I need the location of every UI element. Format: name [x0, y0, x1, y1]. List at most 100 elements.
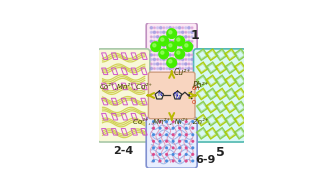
Circle shape — [159, 67, 162, 70]
Circle shape — [175, 54, 178, 56]
Circle shape — [191, 40, 193, 42]
Circle shape — [177, 51, 180, 54]
Text: Co²⁺, Mn²⁺, Ni²⁺, Zn²⁺,: Co²⁺, Mn²⁺, Ni²⁺, Zn²⁺, — [133, 118, 211, 125]
Circle shape — [163, 58, 165, 61]
Circle shape — [179, 153, 181, 155]
Circle shape — [176, 45, 177, 47]
Text: N: N — [157, 92, 162, 97]
Circle shape — [185, 134, 187, 136]
Circle shape — [151, 42, 160, 51]
Circle shape — [169, 60, 172, 63]
Circle shape — [153, 45, 156, 47]
Circle shape — [166, 67, 168, 70]
Circle shape — [175, 63, 178, 65]
Circle shape — [185, 31, 187, 33]
Circle shape — [163, 40, 165, 42]
Circle shape — [169, 31, 172, 34]
Circle shape — [175, 36, 178, 38]
Circle shape — [185, 40, 187, 42]
Circle shape — [159, 134, 161, 136]
Circle shape — [167, 42, 177, 51]
Circle shape — [182, 27, 184, 29]
Circle shape — [191, 63, 193, 65]
Circle shape — [185, 153, 187, 155]
Circle shape — [192, 134, 194, 136]
Circle shape — [172, 63, 174, 65]
Text: Co²⁺,Mn²⁺,Cd²⁺: Co²⁺,Mn²⁺,Cd²⁺ — [99, 83, 152, 90]
Circle shape — [163, 54, 165, 56]
Text: 6-9: 6-9 — [195, 155, 215, 165]
Circle shape — [188, 45, 190, 47]
Circle shape — [188, 67, 190, 70]
Circle shape — [153, 44, 156, 47]
Circle shape — [159, 153, 161, 155]
Circle shape — [172, 121, 174, 122]
Circle shape — [157, 31, 158, 33]
Circle shape — [176, 59, 177, 60]
Circle shape — [173, 27, 174, 29]
Circle shape — [172, 147, 174, 149]
Circle shape — [169, 50, 171, 51]
Circle shape — [166, 54, 168, 56]
Circle shape — [153, 49, 155, 51]
Circle shape — [153, 68, 155, 69]
Circle shape — [166, 63, 168, 65]
Circle shape — [153, 36, 155, 38]
Text: N: N — [176, 95, 180, 100]
Circle shape — [185, 36, 187, 38]
Circle shape — [179, 50, 180, 51]
Circle shape — [163, 49, 165, 51]
Circle shape — [172, 153, 174, 155]
Circle shape — [172, 127, 174, 129]
Circle shape — [192, 140, 194, 142]
Circle shape — [173, 40, 174, 42]
Circle shape — [169, 27, 171, 29]
Circle shape — [178, 54, 181, 56]
Circle shape — [172, 49, 174, 51]
Circle shape — [150, 45, 152, 47]
Circle shape — [153, 27, 155, 29]
Circle shape — [160, 63, 161, 65]
Circle shape — [192, 147, 194, 149]
Circle shape — [182, 63, 184, 65]
Circle shape — [182, 54, 184, 56]
Circle shape — [179, 58, 181, 60]
Circle shape — [153, 134, 154, 136]
Circle shape — [150, 67, 152, 70]
Circle shape — [188, 50, 190, 51]
Circle shape — [182, 58, 184, 61]
Circle shape — [191, 54, 193, 56]
Circle shape — [163, 45, 165, 47]
Circle shape — [169, 63, 171, 65]
Circle shape — [163, 36, 165, 38]
Circle shape — [179, 45, 181, 47]
Circle shape — [169, 40, 171, 43]
Circle shape — [169, 44, 172, 47]
FancyBboxPatch shape — [146, 117, 197, 168]
Circle shape — [178, 40, 181, 43]
Circle shape — [185, 147, 187, 149]
Circle shape — [166, 140, 168, 142]
FancyBboxPatch shape — [194, 49, 246, 142]
Circle shape — [150, 58, 152, 60]
Circle shape — [185, 63, 187, 65]
Circle shape — [167, 58, 177, 67]
Circle shape — [150, 50, 152, 51]
Circle shape — [179, 160, 181, 162]
Circle shape — [169, 58, 171, 60]
Circle shape — [172, 160, 174, 162]
Circle shape — [163, 27, 165, 29]
Circle shape — [166, 134, 168, 136]
Circle shape — [156, 49, 159, 52]
Circle shape — [157, 45, 158, 47]
Circle shape — [163, 31, 165, 33]
Circle shape — [185, 49, 187, 52]
Circle shape — [175, 27, 178, 29]
Circle shape — [159, 40, 162, 43]
Circle shape — [188, 31, 190, 33]
Circle shape — [156, 63, 159, 65]
Circle shape — [166, 45, 168, 47]
Circle shape — [191, 31, 193, 33]
Circle shape — [192, 153, 194, 155]
Circle shape — [182, 40, 184, 42]
